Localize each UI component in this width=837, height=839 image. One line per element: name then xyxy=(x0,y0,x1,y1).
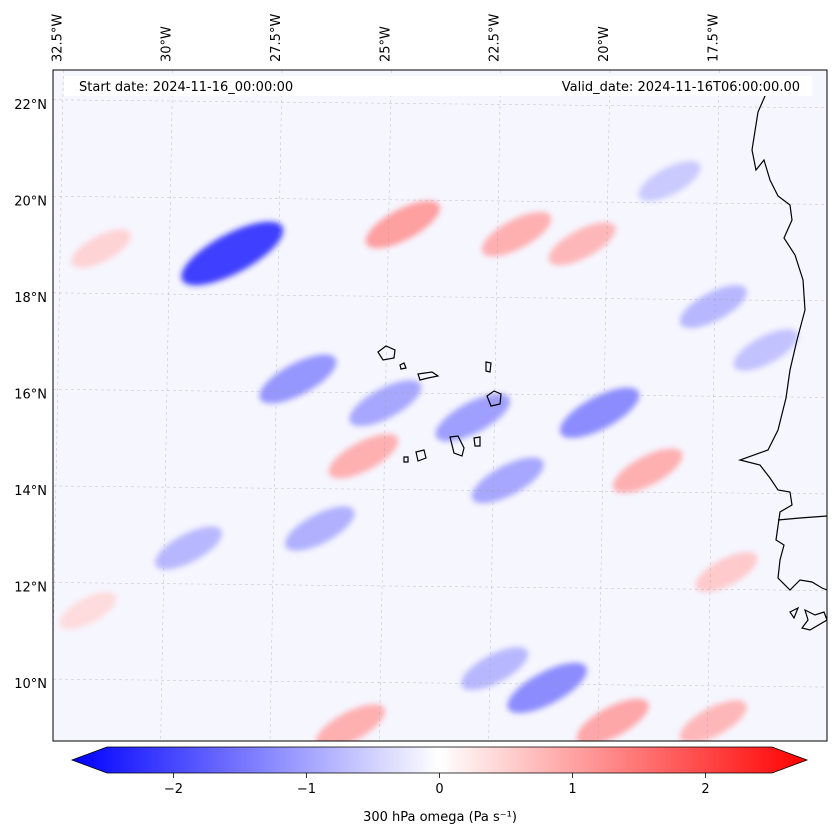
colorbar-tick-label: 0 xyxy=(435,782,443,797)
colorbar-tick-label: −1 xyxy=(297,782,316,797)
meridian-gridline xyxy=(707,70,720,741)
meridian-gridline xyxy=(488,70,501,741)
gambia-coast xyxy=(777,515,827,521)
descent-feature xyxy=(576,698,649,741)
ascent-feature xyxy=(259,354,337,404)
descent-feature xyxy=(315,704,386,741)
map-plot-area: Start date: 2024-11-16_00:00:00 Valid_da… xyxy=(52,69,828,742)
colorbar-tick-label: 2 xyxy=(701,782,709,797)
descent-feature xyxy=(365,200,441,249)
longitude-label: 25°W xyxy=(378,26,393,62)
descent-feature xyxy=(328,433,399,479)
latitude-label: 12°N xyxy=(14,581,47,596)
descent-feature xyxy=(71,229,131,268)
island-sal xyxy=(485,361,492,373)
colorbar-gradient xyxy=(70,746,809,774)
meridian-gridline xyxy=(269,70,283,741)
latitude-label: 14°N xyxy=(14,484,47,499)
plot-background xyxy=(53,70,827,741)
descent-feature xyxy=(695,552,758,593)
longitude-label: 30°W xyxy=(160,26,175,62)
coast-islet xyxy=(789,606,800,620)
longitude-labels: 32.5°W 30°W 27.5°W 25°W 22.5°W 20°W 17.5°W xyxy=(50,14,721,62)
bijagos-coast xyxy=(800,608,827,631)
descent-feature xyxy=(612,448,683,493)
island-santiago xyxy=(449,435,465,457)
colorbar-tick-label: −2 xyxy=(164,782,183,797)
colorbar: −2 −1 0 1 2 300 hPa omega (Pa s⁻¹) xyxy=(70,746,809,825)
latitude-label: 18°N xyxy=(14,291,47,306)
latitude-label: 10°N xyxy=(14,677,47,692)
colorbar-label: 300 hPa omega (Pa s⁻¹) xyxy=(363,810,517,825)
latitude-label: 20°N xyxy=(14,194,47,209)
ascent-feature xyxy=(679,285,747,329)
longitude-label: 17.5°W xyxy=(706,14,721,62)
colorbar-tick-label: 1 xyxy=(568,782,576,797)
descent-feature xyxy=(679,700,747,741)
island-santo-antao xyxy=(377,345,396,361)
island-maio xyxy=(473,436,481,447)
island-sao-nicolau xyxy=(417,371,440,381)
ascent-feature xyxy=(471,457,544,504)
ascent-feature xyxy=(155,526,223,570)
descent-feature xyxy=(548,222,616,266)
island-boa-vista xyxy=(486,390,502,407)
ascent-feature xyxy=(349,380,422,427)
latitude-label: 16°N xyxy=(14,387,47,402)
valid-date-label: Valid_date: 2024-11-16T06:00:00.00 xyxy=(562,80,800,95)
island-brava xyxy=(403,456,409,463)
omega-field xyxy=(59,161,799,741)
descent-feature xyxy=(59,592,117,630)
ascent-feature xyxy=(461,647,529,691)
island-sao-vicente xyxy=(399,362,407,370)
coastline xyxy=(377,87,827,631)
ascent-feature xyxy=(507,662,587,714)
latitude-labels: 22°N 20°N 18°N 16°N 14°N 12°N 10°N xyxy=(14,98,47,692)
descent-feature xyxy=(481,211,552,257)
meridian-gridline xyxy=(379,70,392,741)
ascent-feature xyxy=(181,221,284,286)
plot-frame xyxy=(52,69,828,742)
colorbar-ticks: −2 −1 0 1 2 xyxy=(164,773,710,797)
longitude-label: 27.5°W xyxy=(269,14,284,62)
longitude-label: 22.5°W xyxy=(488,14,503,62)
ascent-feature xyxy=(733,329,799,371)
ascent-feature xyxy=(638,161,701,202)
latitude-label: 22°N xyxy=(14,98,47,113)
longitude-label: 32.5°W xyxy=(50,14,65,62)
meridian-gridline xyxy=(597,70,611,741)
meridian-gridline xyxy=(160,70,173,741)
header-background xyxy=(64,76,812,96)
africa-coastline xyxy=(737,87,827,591)
island-fogo xyxy=(415,449,427,462)
longitude-label: 20°W xyxy=(597,26,612,62)
ascent-feature xyxy=(284,506,355,551)
ascent-feature xyxy=(559,387,640,438)
start-date-label: Start date: 2024-11-16_00:00:00 xyxy=(79,80,293,95)
